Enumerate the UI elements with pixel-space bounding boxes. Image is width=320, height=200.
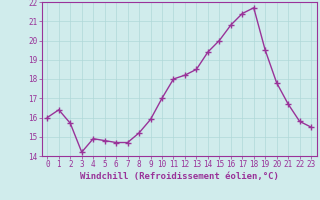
X-axis label: Windchill (Refroidissement éolien,°C): Windchill (Refroidissement éolien,°C) — [80, 172, 279, 181]
